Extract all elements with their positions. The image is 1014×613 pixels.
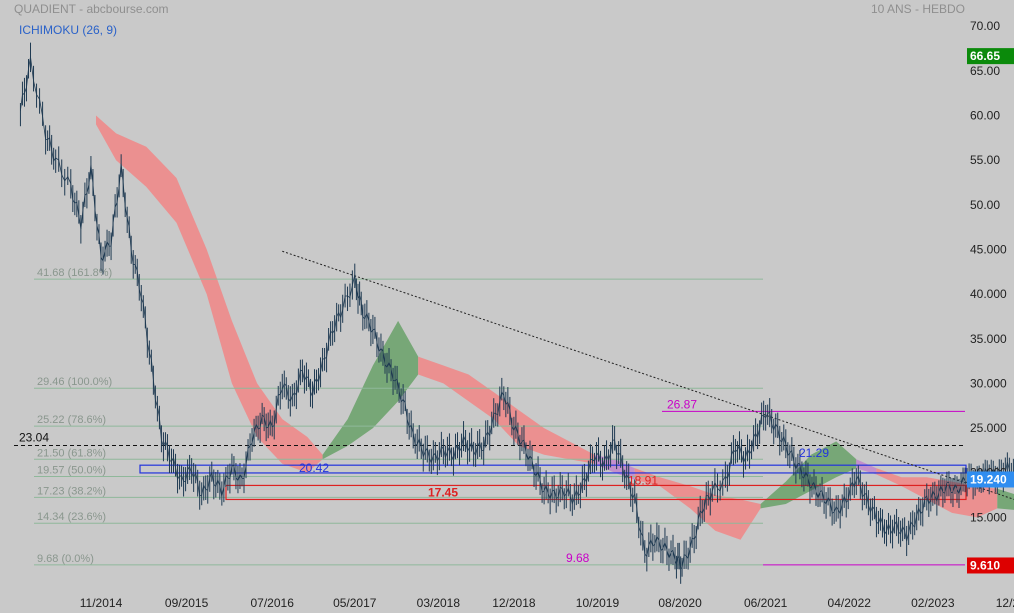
- x-tick-label: 10/2019: [576, 596, 620, 610]
- trendline: [282, 250, 1014, 500]
- x-tick-label: 08/2020: [658, 596, 702, 610]
- x-tick-label: 06/2021: [744, 596, 788, 610]
- low-badge: 9.610: [970, 558, 1000, 572]
- red-band-label: 17.45: [428, 485, 458, 499]
- y-tick-label: 70.00: [970, 19, 1000, 33]
- cloud-segment-bull: [997, 488, 1014, 510]
- fib-level-label: 25.22 (78.6%): [37, 414, 106, 426]
- x-tick-label: 04/2022: [828, 596, 872, 610]
- cloud-segment-bear: [634, 468, 761, 540]
- fib-level-label: 17.23 (38.2%): [37, 485, 106, 497]
- fibonacci-levels: 41.68 (161.8%) 29.46 (100.0%) 25.22 (78.6%…: [34, 267, 763, 566]
- high-badge: 66.65: [970, 49, 1000, 63]
- chart-title: QUADIENT - abcbourse.com: [14, 2, 169, 16]
- y-tick-label: 60.00: [970, 109, 1000, 123]
- y-tick-label: 25.000: [970, 421, 1007, 435]
- cloud-segment-mixed: [856, 459, 877, 475]
- y-tick-label: 30.000: [970, 376, 1007, 390]
- fib-level-label: 21.50 (61.8%): [37, 447, 106, 459]
- support-bands: [14, 250, 1014, 566]
- y-tick-label: 40.000: [970, 287, 1007, 301]
- fib-level-label: 19.57 (50.0%): [37, 465, 106, 477]
- price-line: [20, 56, 1014, 570]
- fib-level-label: 29.46 (100.0%): [37, 376, 112, 388]
- x-tick-label: 11/2014: [80, 596, 123, 610]
- last-price-badge: 19.240: [970, 472, 1007, 486]
- x-tick-label: 05/2017: [333, 596, 377, 610]
- y-tick-label: 65.00: [970, 64, 1000, 78]
- cloud-segment-bear: [96, 115, 323, 473]
- y-tick-label: 50.00: [970, 198, 1000, 212]
- x-tick-label: 07/2016: [251, 596, 295, 610]
- fib-level-label: 14.34 (23.6%): [37, 511, 106, 523]
- fib-level-label: 9.68 (0.0%): [37, 553, 94, 565]
- y-tick-label: 15.000: [970, 510, 1007, 524]
- fib-level-label: 41.68 (161.8%): [37, 267, 112, 279]
- y-tick-label: 35.000: [970, 332, 1007, 346]
- low-badge-bg: [967, 557, 1014, 574]
- blue-band-label: 21.29: [799, 446, 829, 460]
- indicator-label: ICHIMOKU (26, 9): [19, 23, 117, 37]
- axes: 70.00 65.00 60.00 55.00 50.00 45.000 40.000 35.…: [80, 19, 1014, 610]
- x-tick-label: 12/2018: [492, 596, 536, 610]
- annotations: 23.04 26.87 9.68 20.42 21.29 17.45 18.91: [19, 397, 829, 565]
- blue-band: [139, 464, 967, 474]
- cloud-segment-bull: [322, 320, 419, 460]
- high-badge-bg: [967, 48, 1014, 65]
- last-price-badge-bg: [967, 471, 1014, 488]
- x-tick-label: 12/2023: [996, 596, 1014, 610]
- blue-band-label: 20.42: [299, 461, 329, 475]
- price-series: [19, 42, 1014, 584]
- x-tick-label: 09/2015: [165, 596, 209, 610]
- level-23-label: 23.04: [19, 431, 49, 445]
- y-tick-label: 45.000: [970, 242, 1007, 256]
- x-tick-label: 02/2023: [911, 596, 955, 610]
- red-band-label: 18.91: [628, 473, 658, 487]
- cloud-segment-bear: [418, 356, 595, 464]
- low-label: 9.68: [566, 551, 590, 565]
- chart-period: 10 ANS - HEBDO: [871, 2, 965, 16]
- x-tick-label: 03/2018: [417, 596, 461, 610]
- high-label: 26.87: [667, 397, 697, 411]
- red-band: [225, 484, 967, 501]
- y-tick-label: 55.00: [970, 153, 1000, 167]
